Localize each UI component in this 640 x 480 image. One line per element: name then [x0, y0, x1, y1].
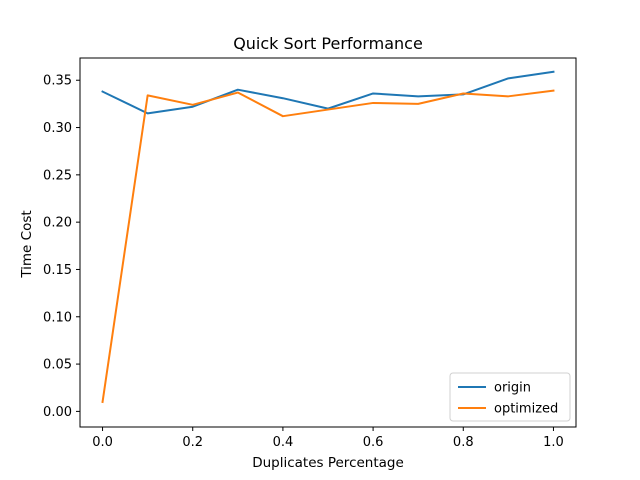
x-tick-label: 0.4 — [273, 435, 294, 450]
y-tick-label: 0.15 — [43, 263, 72, 278]
chart-title: Quick Sort Performance — [233, 34, 423, 53]
x-axis-label: Duplicates Percentage — [252, 455, 404, 471]
y-tick-label: 0.20 — [43, 216, 72, 231]
legend-label-origin: origin — [494, 381, 531, 396]
y-tick-label: 0.30 — [43, 121, 72, 136]
series-line-origin — [101, 70, 555, 115]
plot-frame — [79, 57, 577, 428]
plot-area: 0.0 0.2 0.4 0.6 0.8 1.0 0.00 0.05 0.10 0.15 0.20 0.… — [43, 57, 577, 450]
y-tick-label: 0.35 — [43, 74, 72, 89]
y-tick-label: 0.00 — [43, 405, 72, 420]
y-tick-label: 0.05 — [43, 358, 72, 373]
legend-label-optimized: optimized — [494, 402, 558, 417]
x-tick-label: 0.6 — [363, 435, 384, 450]
series-line-optimized — [101, 89, 555, 404]
y-tick-label: 0.25 — [43, 168, 72, 183]
x-tick-label: 0.8 — [453, 435, 474, 450]
y-tick-label: 0.10 — [43, 310, 72, 325]
legend: origin optimized — [449, 372, 571, 422]
y-axis-label: Time Cost — [19, 210, 35, 278]
x-tick-label: 1.0 — [543, 435, 564, 450]
x-tick-label: 0.2 — [182, 435, 203, 450]
x-tick-label: 0.0 — [92, 435, 113, 450]
